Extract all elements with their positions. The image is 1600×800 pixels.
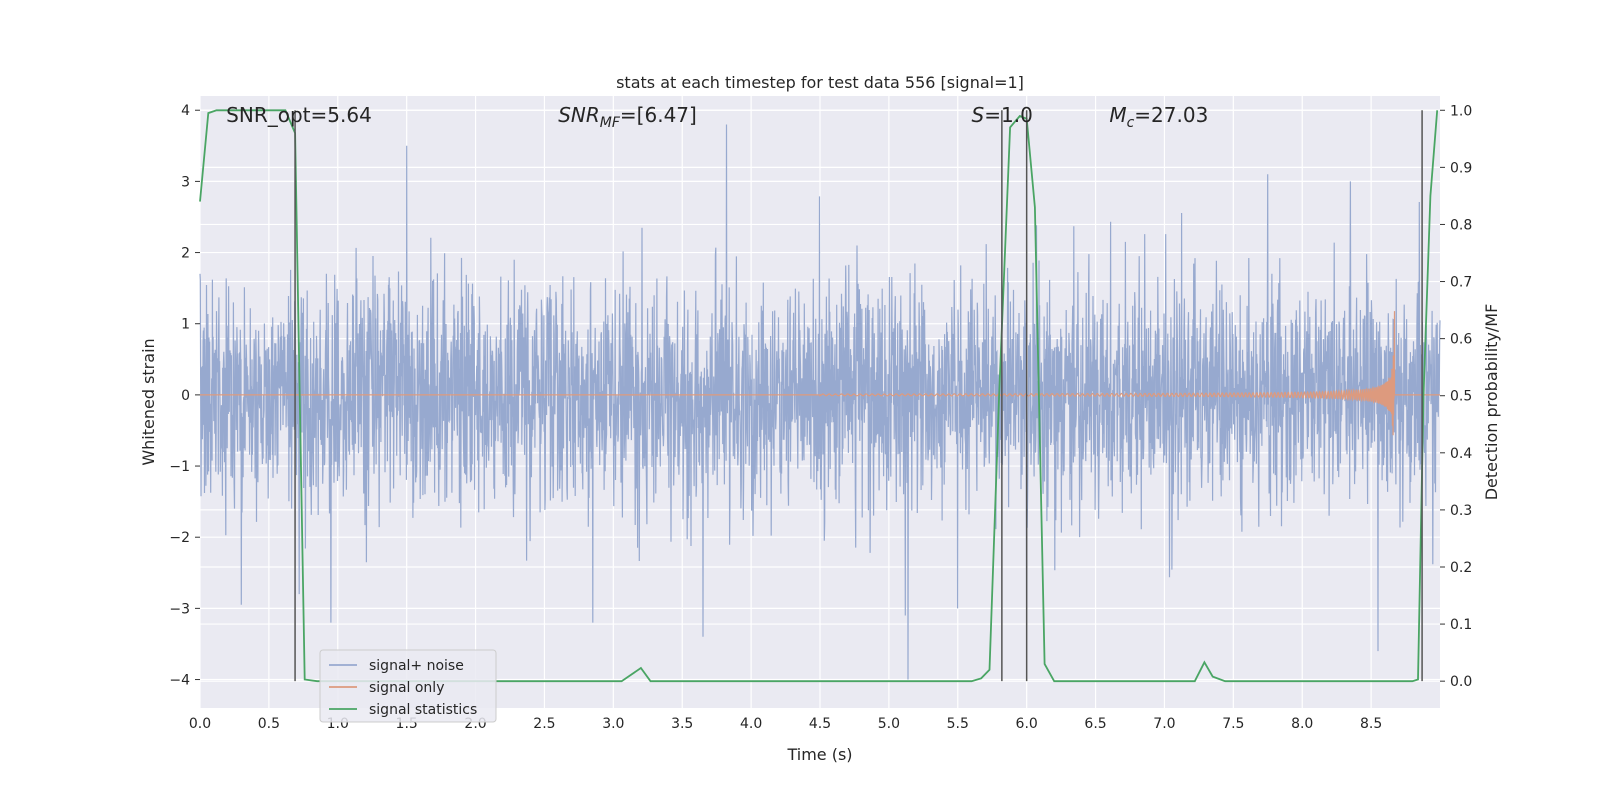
- x-tick-label: 3.0: [602, 716, 624, 732]
- y-left-tick-label: −2: [169, 530, 190, 546]
- y-left-tick-label: 4: [181, 103, 190, 119]
- x-tick-label: 4.5: [809, 716, 831, 732]
- x-axis-label: Time (s): [786, 745, 852, 764]
- y-left-tick-label: −3: [169, 601, 190, 617]
- legend-box: [319, 649, 497, 723]
- series-signal-only: [200, 311, 1440, 436]
- annotation-mc-value: Mc=27.03: [1109, 103, 1208, 131]
- annotation-s-value: S=1.0: [972, 103, 1033, 127]
- y-left-tick-label: 2: [181, 246, 190, 262]
- y-right-tick-label: 0.7: [1450, 275, 1472, 291]
- x-tick-label: 0.0: [189, 716, 211, 732]
- x-tick-label: 5.0: [878, 716, 900, 732]
- legend-label-signal-statistics: signal statistics: [369, 702, 477, 718]
- y-right-tick-label: 0.0: [1450, 674, 1472, 690]
- vertical-markers: [294, 110, 1423, 682]
- x-tick-label: 4.0: [740, 716, 762, 732]
- y-right-tick-label: 0.9: [1450, 160, 1472, 176]
- y-right-tick-label: 1.0: [1450, 103, 1472, 119]
- annotation-snr-mf: SNRMF=[6.47]: [558, 103, 697, 131]
- y-right-tick-label: 0.8: [1450, 217, 1472, 233]
- y-right-tick-label: 0.2: [1450, 560, 1472, 576]
- y-right-tick-label: 0.5: [1450, 389, 1472, 405]
- y-left-tick-label: 3: [181, 174, 190, 190]
- legend-label-signal-plus-noise: signal+ noise: [369, 658, 464, 674]
- y-left-tick-label: 1: [181, 317, 190, 333]
- y-right-tick-label: 0.1: [1450, 617, 1472, 633]
- x-tick-label: 0.5: [258, 716, 280, 732]
- x-tick-label: 5.5: [947, 716, 969, 732]
- x-tick-label: 2.5: [533, 716, 555, 732]
- y-left-axis-label: Whitened strain: [139, 338, 158, 465]
- x-tick-label: 6.0: [1016, 716, 1038, 732]
- y-left-tick-label: −4: [169, 673, 190, 689]
- y-left-axis-ticks: −4 −3 −2 −1 0 1 2 3 4: [169, 103, 200, 689]
- legend: signal+ noise signal only signal statist…: [319, 649, 497, 723]
- x-axis-ticks: 0.0 0.5 1.0 1.5 2.0 2.5 3.0 3.5 4.0 4.5 5.0 5.5 6.0 6…: [189, 716, 1382, 732]
- legend-label-signal-only: signal only: [369, 680, 444, 696]
- y-right-tick-label: 0.3: [1450, 503, 1472, 519]
- series-signal-statistics: [199, 109, 1439, 683]
- annotations: SNR_opt=5.64 SNRMF=[6.47] S=1.0 Mc=27.03: [226, 103, 1208, 131]
- y-left-tick-label: 0: [181, 388, 190, 404]
- chart-title: stats at each timestep for test data 556…: [616, 73, 1024, 92]
- x-tick-label: 8.0: [1291, 716, 1313, 732]
- x-tick-label: 7.0: [1153, 716, 1175, 732]
- y-left-tick-label: −1: [169, 459, 190, 475]
- y-right-tick-label: 0.6: [1450, 332, 1472, 348]
- x-tick-label: 8.5: [1360, 716, 1382, 732]
- series-layer: [199, 109, 1441, 683]
- x-tick-label: 3.5: [671, 716, 693, 732]
- annotation-snr-opt: SNR_opt=5.64: [226, 103, 372, 127]
- x-tick-label: 6.5: [1084, 716, 1106, 732]
- x-tick-label: 7.5: [1222, 716, 1244, 732]
- y-right-axis-ticks: 0.0 0.1 0.2 0.3 0.4 0.5 0.6 0.7 0.8 0.9 1.0: [1440, 103, 1472, 690]
- y-right-axis-label: Detection probability/MF: [1482, 304, 1501, 501]
- y-right-tick-label: 0.4: [1450, 446, 1472, 462]
